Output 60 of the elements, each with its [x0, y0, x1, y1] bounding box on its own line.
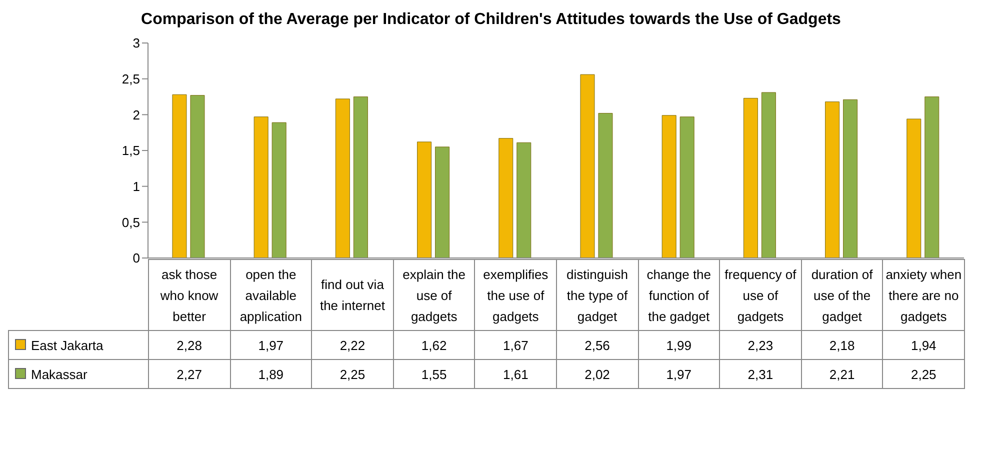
bar — [516, 142, 532, 258]
data-label: 1,61 — [474, 360, 556, 388]
x-tick-label: open the available application — [230, 260, 312, 330]
bar — [417, 142, 432, 258]
y-tick-label: 0,5 — [122, 214, 140, 230]
data-label: 2,18 — [801, 330, 883, 360]
legend-label: Makassar — [8, 360, 148, 388]
bar — [435, 146, 450, 258]
data-label: 2,21 — [801, 360, 883, 388]
data-label: 2,25 — [882, 360, 964, 388]
x-tick-label: distinguish the type of gadget — [556, 260, 638, 330]
data-label: 2,02 — [556, 360, 638, 388]
bar — [924, 96, 940, 258]
y-tick-label: 2 — [132, 107, 140, 122]
bar — [272, 122, 286, 258]
bar — [172, 94, 187, 258]
data-label: 2,23 — [720, 330, 802, 360]
data-label: 1,67 — [474, 330, 556, 360]
bar — [598, 112, 613, 258]
y-tick-label: 1 — [132, 178, 140, 194]
data-label: 1,94 — [882, 330, 964, 360]
bar — [906, 118, 922, 258]
y-tick-label: 0 — [132, 250, 140, 266]
bar — [498, 138, 514, 258]
data-label: 1,99 — [638, 330, 720, 360]
data-label: 2,25 — [312, 360, 394, 388]
bar — [743, 98, 758, 258]
data-label: 2,56 — [556, 330, 638, 360]
y-tick-label: 3 — [132, 36, 140, 51]
x-tick-label: find out via the internet — [312, 260, 394, 330]
bar — [761, 92, 776, 258]
data-label: 2,22 — [312, 330, 394, 360]
data-label: 1,62 — [393, 330, 475, 360]
x-tick-label: anxiety when there are no gadgets — [882, 260, 964, 330]
x-tick-label: explain the use of gadgets — [393, 260, 475, 330]
data-label: 1,89 — [230, 360, 312, 388]
bar — [680, 116, 694, 258]
bar — [254, 116, 268, 258]
x-tick-label: change the function of the gadget — [638, 260, 720, 330]
data-label: 2,28 — [148, 330, 230, 360]
data-label: 1,97 — [230, 330, 312, 360]
bar — [580, 74, 595, 258]
bar — [190, 95, 205, 258]
bar — [335, 98, 350, 258]
y-tick-label: 2,5 — [122, 71, 140, 86]
data-label: 1,55 — [393, 360, 475, 388]
chart-title: Comparison of the Average per Indicator of Children's Attitudes towards the Use of Gadgets — [140, 10, 842, 30]
x-tick-label: frequency of use of gadgets — [720, 260, 802, 330]
y-tick-label: 1,5 — [122, 143, 140, 158]
x-tick-label: ask those who know better — [148, 260, 230, 330]
data-label: 1,97 — [638, 360, 720, 388]
bar — [825, 102, 840, 258]
bar — [353, 96, 368, 258]
legend-label: East Jakarta — [8, 330, 148, 360]
data-label: 2,31 — [720, 360, 802, 388]
x-tick-label: duration of use of the gadget — [801, 260, 883, 330]
bar — [662, 115, 676, 258]
data-label: 2,27 — [148, 360, 230, 388]
x-tick-label: exemplifies the use of gadgets — [474, 260, 556, 330]
bar — [843, 99, 858, 258]
